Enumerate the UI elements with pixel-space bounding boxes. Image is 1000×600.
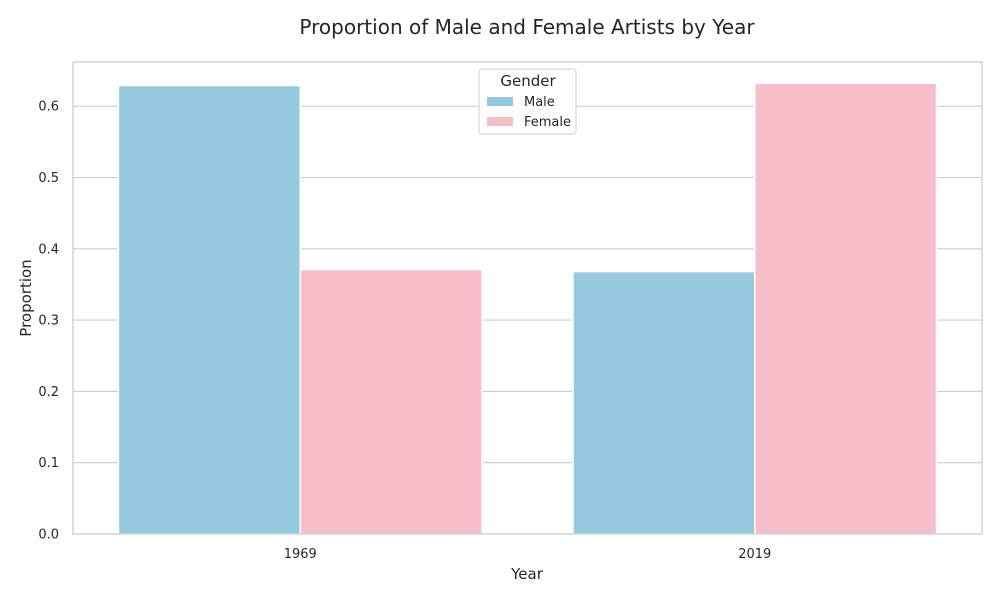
y-tick-label: 0.2 [38, 385, 59, 400]
y-tick-label: 0.0 [38, 528, 59, 543]
y-tick-label: 0.6 [38, 100, 59, 115]
legend: Gender Male Female [478, 68, 577, 135]
x-tick-label: 2019 [738, 547, 771, 562]
chart-title: Proportion of Male and Female Artists by… [299, 15, 755, 39]
bars [117, 82, 938, 535]
y-tick-label: 0.1 [38, 456, 59, 471]
bar-male-2019 [572, 270, 756, 535]
legend-label-female: Female [524, 115, 571, 130]
x-tick-label: 1969 [284, 547, 317, 562]
y-axis-label: Proportion [17, 259, 35, 336]
y-tick-label: 0.3 [38, 314, 59, 329]
legend-swatch-male [487, 97, 513, 106]
y-tick-label: 0.4 [38, 242, 59, 257]
bar-female-1969 [299, 268, 483, 535]
y-tick-label: 0.5 [38, 171, 59, 186]
plot-frame [72, 61, 983, 535]
legend-swatch-female [487, 117, 513, 126]
y-tick-labels: 0.0 0.1 0.2 0.3 0.4 0.5 0.6 [38, 100, 59, 543]
legend-label-male: Male [524, 95, 555, 110]
legend-title: Gender [500, 72, 556, 90]
x-axis-label: Year [510, 565, 544, 583]
bar-male-1969 [117, 84, 301, 535]
bar-female-2019 [754, 82, 938, 535]
x-tick-labels: 1969 2019 [284, 547, 772, 562]
